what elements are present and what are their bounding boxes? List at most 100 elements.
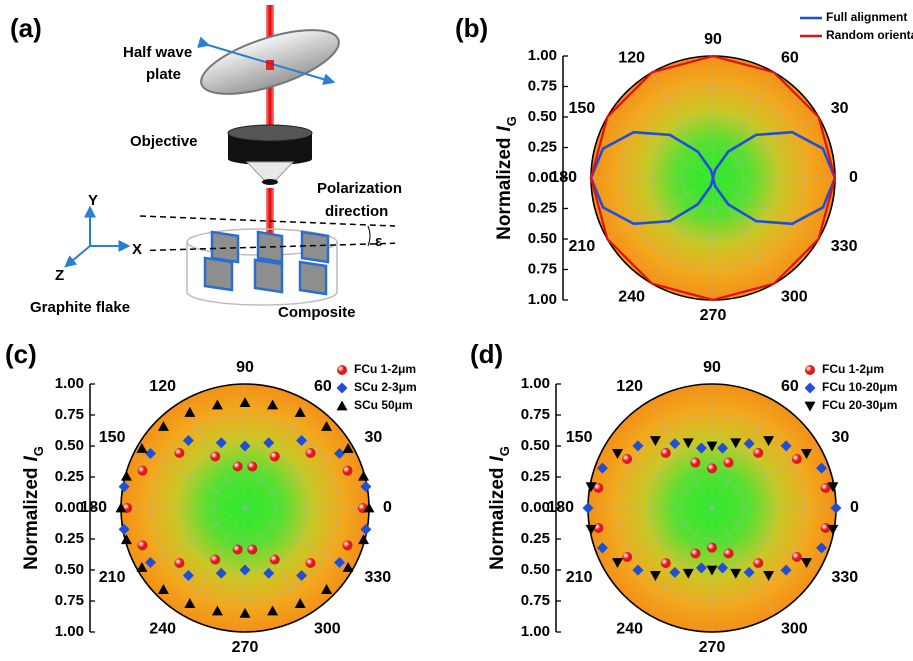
r-tick-label: 0.25 (521, 468, 550, 485)
angle-tick-label: 60 (781, 50, 799, 67)
marker (724, 548, 734, 558)
label: Polarization (317, 180, 402, 197)
marker (622, 552, 632, 562)
legend-swatch (805, 402, 816, 412)
angle-tick-label: 210 (566, 569, 593, 586)
angle-tick-label: 270 (699, 639, 726, 656)
r-tick-label: 0.00 (521, 499, 550, 516)
angle-tick-label: 120 (618, 50, 645, 67)
r-tick-label: 0.50 (521, 437, 550, 454)
y-label-subscript: G (31, 446, 46, 456)
r-tick-label: 0.50 (521, 561, 550, 578)
marker (753, 448, 763, 458)
angle-tick-label: 30 (831, 100, 849, 117)
marker (707, 463, 717, 473)
label: Composite (278, 304, 356, 321)
r-tick-label: 0.75 (521, 406, 550, 423)
legend-swatch (805, 365, 815, 375)
marker (233, 461, 243, 471)
angle-tick-label: 300 (781, 289, 808, 306)
marker (622, 454, 632, 464)
angle-tick-label: 240 (616, 620, 643, 637)
y-label-text: Normalized (487, 467, 508, 569)
r-tick-label: 1.00 (55, 623, 84, 640)
panel-label: (c) (5, 339, 37, 369)
r-tick-label: 0.50 (528, 108, 557, 125)
angle-tick-label: 90 (703, 359, 721, 376)
marker (821, 523, 831, 533)
label: direction (325, 203, 388, 220)
r-tick-label: 1.00 (521, 375, 550, 392)
panel-label: (a) (10, 13, 42, 43)
label: plate (146, 66, 181, 83)
r-tick-label: 0.25 (55, 530, 84, 547)
objective-top (228, 125, 312, 141)
angle-tick-label: 60 (781, 378, 799, 395)
r-tick-label: 0.25 (528, 199, 557, 216)
r-tick-label: 1.00 (55, 375, 84, 392)
legend-label: FCu 1-2μm (822, 362, 884, 376)
y-label-subscript: G (497, 446, 512, 456)
angle-tick-label: 240 (149, 620, 176, 637)
r-tick-label: 0.75 (528, 260, 557, 277)
marker (270, 451, 280, 461)
legend-swatch (805, 383, 816, 394)
axis-arrow (66, 246, 90, 266)
marker (306, 558, 316, 568)
marker (233, 545, 243, 555)
angle-tick-label: 150 (99, 429, 126, 446)
marker (724, 458, 734, 468)
angle-tick-label: 150 (569, 100, 596, 117)
marker (210, 555, 220, 565)
angle-tick-label: 210 (569, 238, 596, 255)
r-tick-label: 0.00 (528, 169, 557, 186)
marker (174, 448, 184, 458)
angle-tick-label: 0 (849, 169, 858, 186)
r-tick-label: 0.75 (55, 592, 84, 609)
marker (792, 454, 802, 464)
legend-swatch (337, 401, 348, 411)
marker (174, 558, 184, 568)
r-tick-label: 0.75 (55, 406, 84, 423)
label: Graphite flake (30, 299, 130, 316)
r-tick-label: 1.00 (528, 47, 557, 64)
panel-label: (b) (455, 13, 488, 43)
marker (707, 543, 717, 553)
r-tick-label: 1.00 (521, 623, 550, 640)
angle-tick-label: 330 (832, 569, 859, 586)
legend-label: SCu 50μm (354, 398, 413, 412)
marker (247, 545, 257, 555)
axis-label: Y (88, 192, 98, 209)
marker (137, 466, 147, 476)
legend-label: Random orientation (826, 28, 913, 42)
axis-label: Z (55, 267, 64, 284)
y-label-text: Normalized (494, 137, 515, 239)
legend-label: FCu 20-30μm (822, 398, 897, 412)
angle-tick-label: 30 (365, 429, 383, 446)
angle-tick-label: 300 (781, 620, 808, 637)
angle-tick-label: 120 (616, 378, 643, 395)
legend-swatch (337, 365, 347, 375)
marker (661, 558, 671, 568)
legend-label: SCu 2-3μm (354, 380, 417, 394)
r-tick-label: 1.00 (528, 291, 557, 308)
legend-swatch (337, 383, 348, 394)
epsilon: ε (375, 233, 382, 250)
r-tick-label: 0.25 (528, 138, 557, 155)
angle-tick-label: 90 (704, 31, 722, 48)
marker (343, 540, 353, 550)
angle-tick-label: 240 (618, 289, 645, 306)
marker (661, 448, 671, 458)
angle-tick-label: 150 (566, 429, 593, 446)
angle-tick-label: 330 (831, 238, 858, 255)
axis-label: X (132, 241, 142, 258)
r-tick-label: 0.25 (521, 530, 550, 547)
y-label-text: Normalized (21, 467, 42, 569)
marker (247, 461, 257, 471)
angle-tick-label: 60 (314, 378, 332, 395)
r-tick-label: 0.50 (55, 437, 84, 454)
r-tick-label: 0.75 (528, 77, 557, 94)
graphite-flakes (205, 232, 328, 294)
r-tick-label: 0.50 (528, 230, 557, 247)
marker (137, 540, 147, 550)
